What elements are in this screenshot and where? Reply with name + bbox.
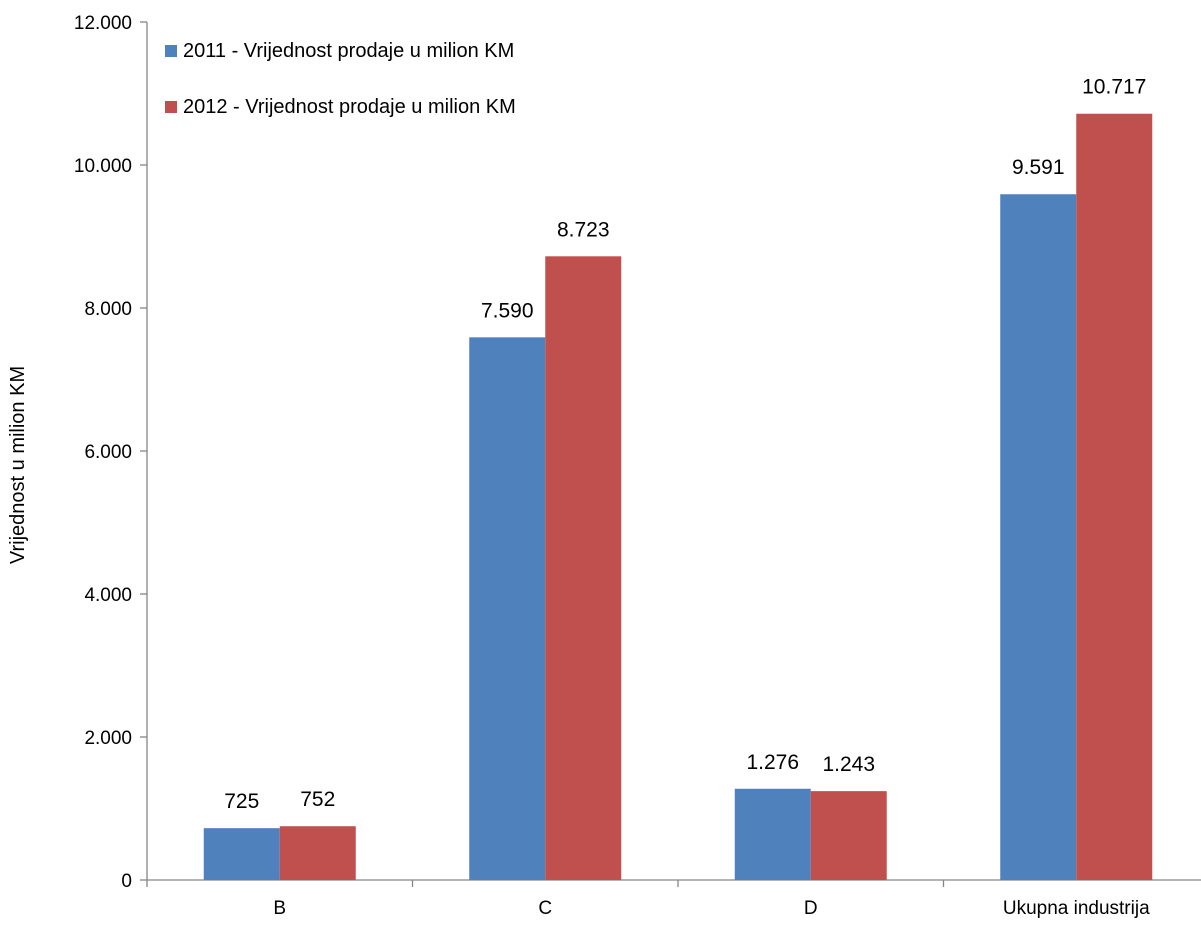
bar: [1076, 113, 1153, 880]
y-tick-label: 10.000: [74, 156, 132, 177]
bar: [810, 791, 887, 880]
x-tick-label: D: [804, 898, 818, 919]
data-label: 752: [300, 788, 335, 811]
y-tick-label: 2.000: [84, 728, 132, 749]
data-label: 8.723: [557, 218, 610, 241]
y-tick-label: 0: [121, 871, 132, 892]
x-tick-label: Ukupna industrija: [1003, 898, 1150, 919]
bar: [469, 337, 546, 880]
data-labels-group: 725 752 7.590 8.723 1.276 1.243 9.591 10.717: [224, 76, 1146, 813]
y-tick-label: 6.000: [84, 442, 132, 463]
data-label: 725: [224, 790, 259, 813]
data-label: 1.243: [822, 753, 875, 776]
x-tick-label: C: [538, 898, 552, 919]
y-axis-title: Vrijednost u milion KM: [7, 366, 29, 564]
data-label: 9.591: [1012, 156, 1065, 179]
bar: [1000, 194, 1077, 880]
data-label: 7.590: [481, 299, 534, 322]
y-tick-label: 8.000: [84, 299, 132, 320]
bar: [203, 828, 280, 880]
data-label: 1.276: [746, 751, 799, 774]
bar: [279, 826, 356, 880]
y-tick-label: 12.000: [74, 13, 132, 34]
bar: [734, 788, 811, 880]
x-tick-label: B: [273, 898, 286, 919]
axes-group: 0 2.000 4.000 6.000 8.000 10.000 12.000 B C D Ukup…: [74, 13, 1201, 919]
bar: [545, 256, 622, 880]
y-tick-label: 4.000: [84, 585, 132, 606]
legend-swatch: [165, 45, 177, 57]
legend-label: 2011 - Vrijednost prodaje u milion KM: [183, 40, 514, 62]
legend-swatch: [165, 101, 177, 113]
legend-label: 2012 - Vrijednost prodaje u milion KM: [183, 96, 516, 118]
legend: 2011 - Vrijednost prodaje u milion KM 201…: [165, 40, 516, 118]
bars-group: [203, 113, 1153, 880]
data-label: 10.717: [1082, 76, 1146, 99]
